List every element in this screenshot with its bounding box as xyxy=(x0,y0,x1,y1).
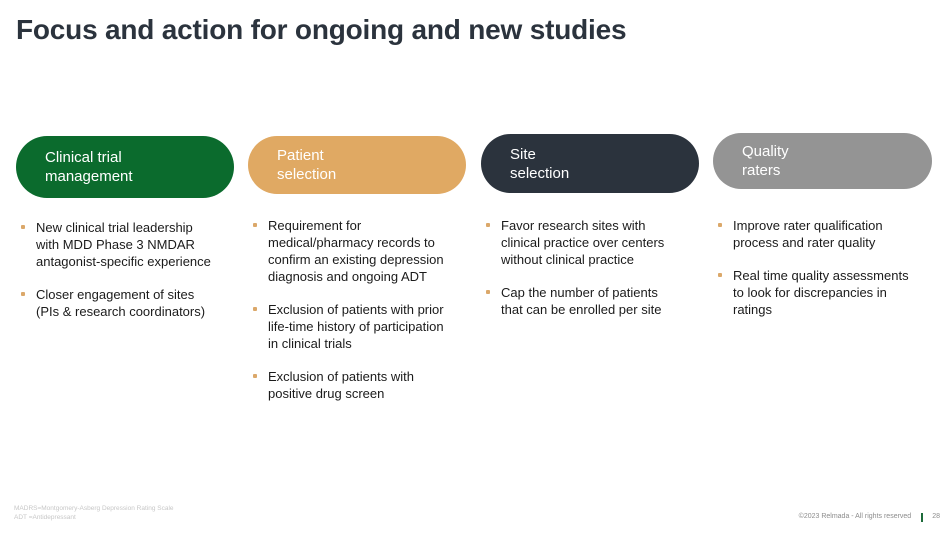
list-item-text: Cap the number of patients that can be e… xyxy=(501,285,662,317)
copyright-text: ©2023 Relmada - All rights reserved xyxy=(798,513,912,520)
column-quality-raters: Quality raters Improve rater qualificati… xyxy=(713,130,932,317)
list-item-text: Exclusion of patients with prior life-ti… xyxy=(268,302,444,351)
bullet-dot-icon xyxy=(718,223,722,227)
column-header-pill-3[interactable]: Site selection xyxy=(481,134,699,193)
list-item-text: Favor research sites with clinical pract… xyxy=(501,218,665,267)
column-header-label-3: Site selection xyxy=(510,145,570,182)
bullet-list-1: New clinical trial leadership with MDD P… xyxy=(16,219,234,320)
list-item: Favor research sites with clinical pract… xyxy=(481,217,699,268)
bullet-dot-icon xyxy=(253,223,257,227)
bullet-list-3: Favor research sites with clinical pract… xyxy=(481,217,699,318)
list-item-text: Requirement for medical/pharmacy records… xyxy=(268,218,444,284)
page-number: 28 xyxy=(932,513,940,520)
list-item: Exclusion of patients with prior life-ti… xyxy=(248,301,466,352)
column-site-selection: Site selection Favor research sites with… xyxy=(481,130,699,317)
list-item: Closer engagement of sites (PIs & resear… xyxy=(16,286,234,320)
bullet-dot-icon xyxy=(21,225,25,229)
page-title: Focus and action for ongoing and new stu… xyxy=(16,14,627,45)
list-item: New clinical trial leadership with MDD P… xyxy=(16,219,234,270)
list-item-text: Improve rater qualification process and … xyxy=(733,218,883,250)
list-item: Real time quality assessments to look fo… xyxy=(713,267,932,318)
list-item-text: Closer engagement of sites (PIs & resear… xyxy=(36,287,206,319)
list-item-text: New clinical trial leadership with MDD P… xyxy=(36,220,211,269)
list-item: Improve rater qualification process and … xyxy=(713,217,932,251)
list-item: Cap the number of patients that can be e… xyxy=(481,284,699,318)
columns-container: Clinical trial management New clinical t… xyxy=(0,130,950,480)
footer-copyright: ©2023 Relmada - All rights reserved 28 xyxy=(799,512,940,522)
column-header-label-4: Quality raters xyxy=(742,143,789,179)
bullet-list-4: Improve rater qualification process and … xyxy=(713,217,932,318)
footer-separator xyxy=(921,512,924,522)
column-header-label-2: Patient selection xyxy=(277,147,337,183)
column-header-pill-2[interactable]: Patient selection xyxy=(248,136,466,194)
list-item: Exclusion of patients with positive drug… xyxy=(248,368,466,402)
bullet-dot-icon xyxy=(718,273,722,277)
column-header-pill-4[interactable]: Quality raters xyxy=(713,133,932,189)
list-item: Requirement for medical/pharmacy records… xyxy=(248,217,466,285)
bullet-dot-icon xyxy=(253,307,257,311)
bullet-dot-icon xyxy=(21,292,25,296)
bullet-dot-icon xyxy=(253,374,257,378)
column-header-label-1: Clinical trial management xyxy=(45,149,133,185)
bullet-dot-icon xyxy=(486,223,490,227)
column-clinical-trial-management: Clinical trial management New clinical t… xyxy=(16,130,234,319)
bullet-dot-icon xyxy=(486,290,490,294)
column-header-pill-1[interactable]: Clinical trial management xyxy=(16,136,234,198)
bullet-list-2: Requirement for medical/pharmacy records… xyxy=(248,217,466,402)
list-item-text: Real time quality assessments to look fo… xyxy=(733,268,909,317)
abbreviations-footnote: MADRS=Montgomery-Asberg Depression Ratin… xyxy=(14,505,174,521)
list-item-text: Exclusion of patients with positive drug… xyxy=(268,369,414,401)
column-patient-selection: Patient selection Requirement for medica… xyxy=(248,130,466,401)
